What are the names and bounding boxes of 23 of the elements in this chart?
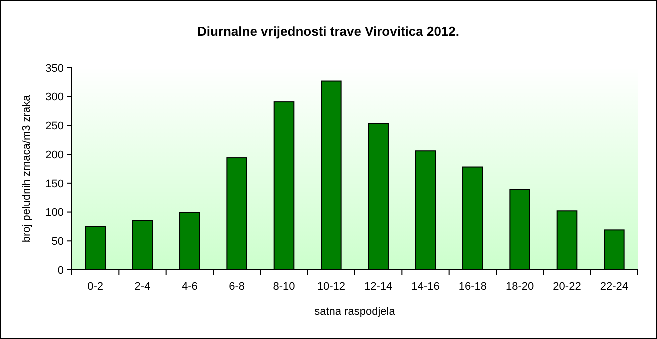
y-tick-label: 0 — [58, 264, 64, 277]
x-tick-label: 16-18 — [458, 281, 487, 293]
x-tick-label: 18-20 — [506, 281, 534, 293]
x-tick-label: 10-12 — [317, 281, 346, 293]
x-tick-label: 20-22 — [553, 281, 582, 293]
x-tick-label: 0-2 — [88, 281, 104, 293]
x-tick-label: 14-16 — [412, 281, 440, 293]
x-tick-label: 4-6 — [182, 281, 198, 293]
y-tick-label: 350 — [46, 62, 64, 75]
y-tick-label: 200 — [46, 149, 64, 162]
y-tick-label: 150 — [46, 178, 64, 190]
x-tick-label: 6-8 — [229, 281, 246, 293]
y-tick-label: 100 — [46, 207, 64, 220]
x-tick-label: 8-10 — [273, 281, 296, 293]
y-tick-label: 250 — [46, 120, 64, 133]
y-tick-label: 50 — [52, 236, 64, 248]
y-axis-title: broj peludnih zrnaca/m3 zraka — [21, 94, 33, 243]
x-tick-label: 22-24 — [600, 281, 628, 293]
x-tick-label: 12-14 — [364, 281, 393, 293]
x-axis-title: satna raspodjela — [314, 306, 396, 318]
chart-title: Diurnalne vrijednosti trave Virovitica 2012. — [197, 24, 460, 39]
x-tick-label: 2-4 — [134, 281, 151, 293]
y-tick-label: 300 — [46, 92, 64, 104]
